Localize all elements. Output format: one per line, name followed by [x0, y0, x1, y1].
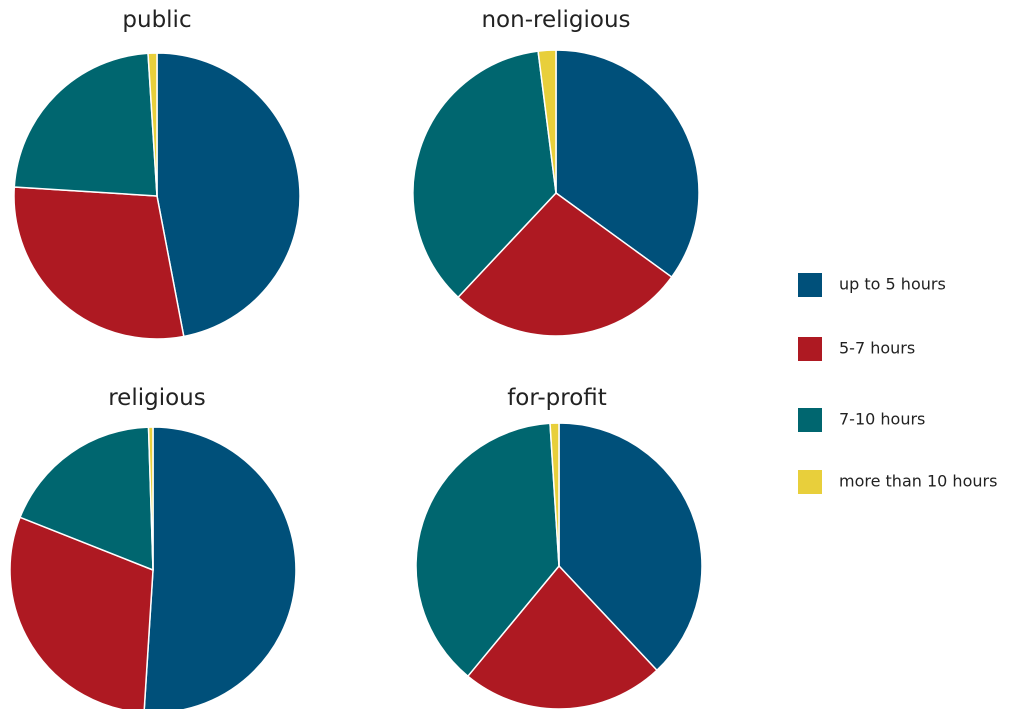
pie-slice-public-7-10-hours	[13, 52, 158, 197]
pie-slice-non-religious-5-7-hours	[457, 192, 673, 337]
pie-slice-public-more-than-10-hours	[147, 52, 158, 197]
legend-swatch-up-to-5-hours	[798, 273, 822, 297]
legend-label-5-7-hours: 5-7 hours	[839, 339, 915, 358]
pie-slice-non-religious-7-10-hours	[412, 50, 557, 298]
pie-slices-non-religious	[412, 49, 700, 337]
chart-title-religious: religious	[108, 385, 206, 411]
legend-item-more-than-10-hours: more than 10 hours	[798, 470, 997, 494]
pie-chart-for-profit: for-profit	[415, 385, 703, 709]
pie-slice-for-profit-more-than-10-hours	[549, 422, 560, 567]
pie-slice-non-religious-up-to-5-hours	[555, 49, 700, 278]
legend-swatch-5-7-hours	[798, 337, 822, 361]
pie-slice-for-profit-up-to-5-hours	[558, 422, 703, 671]
pie-chart-non-religious: non-religious	[412, 7, 700, 337]
legend-item-up-to-5-hours: up to 5 hours	[798, 273, 946, 297]
legend-label-up-to-5-hours: up to 5 hours	[839, 275, 946, 294]
pie-slice-non-religious-more-than-10-hours	[537, 49, 557, 194]
pie-slices-religious	[9, 426, 297, 709]
legend: up to 5 hours 5-7 hours 7-10 hours more …	[798, 273, 997, 494]
legend-swatch-more-than-10-hours	[798, 470, 822, 494]
legend-swatch-7-10-hours	[798, 408, 822, 432]
chart-title-for-profit: for-profit	[507, 385, 607, 411]
legend-label-7-10-hours: 7-10 hours	[839, 410, 925, 429]
pie-slice-religious-7-10-hours	[19, 426, 154, 571]
pie-slice-public-up-to-5-hours	[156, 52, 301, 338]
pie-slice-public-5-7-hours	[13, 186, 185, 340]
pie-slice-for-profit-7-10-hours	[415, 422, 560, 677]
pie-chart-public: public	[13, 7, 301, 340]
legend-item-7-10-hours: 7-10 hours	[798, 408, 925, 432]
legend-label-more-than-10-hours: more than 10 hours	[839, 472, 997, 491]
chart-title-non-religious: non-religious	[481, 7, 630, 33]
pie-slices-public	[13, 52, 301, 340]
legend-item-5-7-hours: 5-7 hours	[798, 337, 915, 361]
pie-slice-religious-5-7-hours	[9, 516, 154, 709]
chart-title-public: public	[122, 7, 191, 33]
pie-slice-religious-up-to-5-hours	[143, 426, 297, 709]
pie-slices-for-profit	[415, 422, 703, 709]
pie-chart-religious: religious	[9, 385, 297, 709]
pie-slice-religious-more-than-10-hours	[147, 426, 154, 571]
